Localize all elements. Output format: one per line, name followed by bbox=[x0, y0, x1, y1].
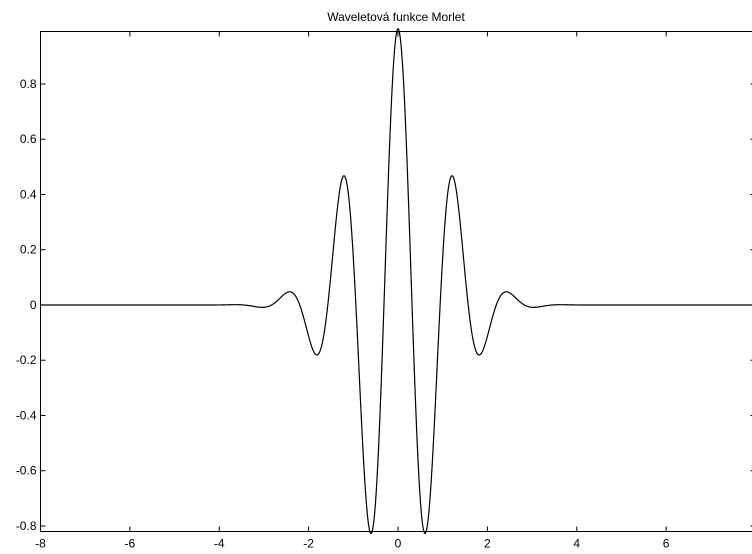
morlet-wavelet-line bbox=[40, 27, 752, 535]
x-tick-label: 2 bbox=[484, 537, 491, 551]
x-tick-label: 4 bbox=[573, 537, 580, 551]
y-tick-label: -0.4 bbox=[16, 408, 37, 422]
y-tick-label: 0.2 bbox=[20, 243, 37, 257]
y-axis-ticks: -0.8 -0.6 -0.4 -0.2 0 0.2 0.4 0.6 0.8 bbox=[16, 77, 752, 533]
y-tick-label: -0.6 bbox=[16, 464, 37, 478]
y-tick-label: -0.2 bbox=[16, 353, 37, 367]
x-tick-label: 0 bbox=[395, 537, 402, 551]
chart-title: Waveletová funkce Morlet bbox=[327, 10, 465, 24]
y-tick-label: 0.8 bbox=[20, 77, 37, 91]
y-tick-label: 0.6 bbox=[20, 132, 37, 146]
x-tick-label: -8 bbox=[35, 537, 46, 551]
x-tick-label: -4 bbox=[214, 537, 225, 551]
x-tick-label: 6 bbox=[663, 537, 670, 551]
x-axis-ticks: -8-6-4-202468 bbox=[35, 31, 670, 551]
y-tick-label: -0.8 bbox=[16, 519, 37, 533]
plot-area bbox=[40, 31, 752, 532]
y-tick-label: 0 bbox=[30, 298, 37, 312]
x-tick-label: -2 bbox=[303, 537, 314, 551]
y-tick-label: 0.4 bbox=[20, 187, 37, 201]
x-tick-label: -6 bbox=[125, 537, 136, 551]
